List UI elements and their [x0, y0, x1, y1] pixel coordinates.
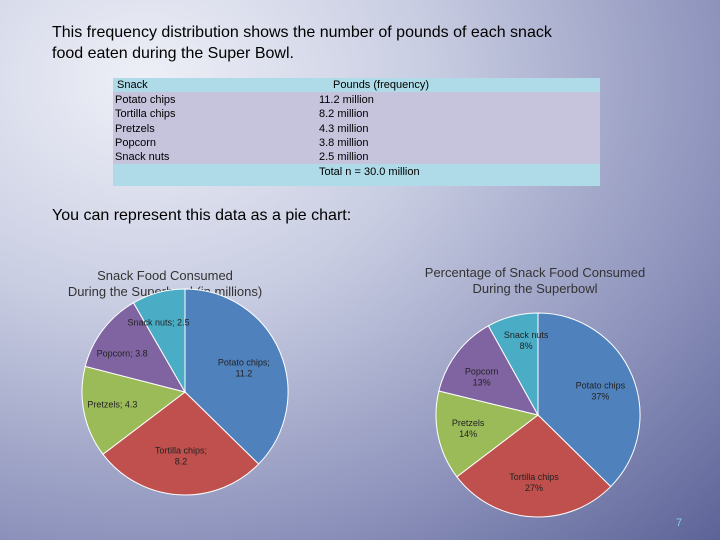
row-snack: Snack nuts — [115, 151, 170, 163]
pie-1-label-tortilla-chips: Tortilla chips; 8.2 — [155, 446, 207, 467]
pie-2-label-potato-chips: Potato chips 37% — [576, 381, 626, 402]
chart-2-title-line-2: During the Superbowl — [472, 281, 598, 296]
page-number: 7 — [676, 517, 683, 529]
pie-1-slice-snack-nuts — [132, 288, 186, 394]
intro-line-1: This frequency distribution shows the nu… — [52, 24, 552, 41]
row-snack: Tortilla chips — [115, 108, 176, 120]
pie-1-label-potato-chips: Potato chips; 11.2 — [218, 357, 270, 378]
table-total: Total n = 30.0 million — [319, 166, 420, 178]
pie-1-label-snack-nuts: Snack nuts; 2.5 — [127, 317, 189, 327]
pie-2-slice-pretzels — [435, 390, 540, 478]
chart-2-title: Percentage of Snack Food Consumed During… — [395, 265, 675, 297]
chart-1-title-line-1: Snack Food Consumed — [97, 268, 233, 283]
row-snack: Popcorn — [115, 137, 156, 149]
header-snack: Snack — [117, 79, 148, 91]
header-pounds: Pounds (frequency) — [333, 79, 429, 91]
pie-2-slice-tortilla-chips — [456, 414, 612, 518]
intro-text: This frequency distribution shows the nu… — [52, 22, 652, 64]
pie-2-slice-potato-chips — [537, 312, 641, 488]
subheading: You can represent this data as a pie cha… — [52, 207, 352, 224]
pie-2-slice-snack-nuts — [487, 312, 539, 417]
pie-1-label-pretzels: Pretzels; 4.3 — [87, 400, 137, 410]
pie-1-slice-tortilla-chips — [102, 391, 260, 496]
row-pounds: 3.8 million — [319, 137, 369, 149]
pie-2-label-pretzels: Pretzels 14% — [452, 418, 485, 439]
row-pounds: 4.3 million — [319, 123, 369, 135]
row-pounds: 11.2 million — [319, 94, 374, 106]
pie-1-slice-pretzels — [81, 365, 187, 455]
table-header-band — [113, 78, 600, 92]
row-pounds: 2.5 million — [319, 151, 369, 163]
pie-2-label-snack-nuts: Snack nuts 8% — [504, 330, 549, 351]
frequency-table: Snack Pounds (frequency) Potato chips 11… — [113, 78, 600, 186]
pie-2-label-popcorn: Popcorn 13% — [465, 367, 499, 388]
intro-line-2: food eaten during the Super Bowl. — [52, 45, 294, 62]
table-total-band — [113, 164, 600, 186]
row-snack: Potato chips — [115, 94, 176, 106]
pie-1-label-popcorn: Popcorn; 3.8 — [97, 348, 148, 358]
chart-2-title-line-1: Percentage of Snack Food Consumed — [424, 265, 646, 280]
row-pounds: 8.2 million — [319, 108, 369, 120]
pie-1-slice-potato-chips — [184, 288, 289, 465]
pie-2-label-tortilla-chips: Tortilla chips 27% — [509, 472, 559, 493]
row-snack: Pretzels — [115, 123, 155, 135]
pie-2-slice-popcorn — [438, 325, 539, 416]
pie-1-slice-popcorn — [84, 302, 187, 393]
